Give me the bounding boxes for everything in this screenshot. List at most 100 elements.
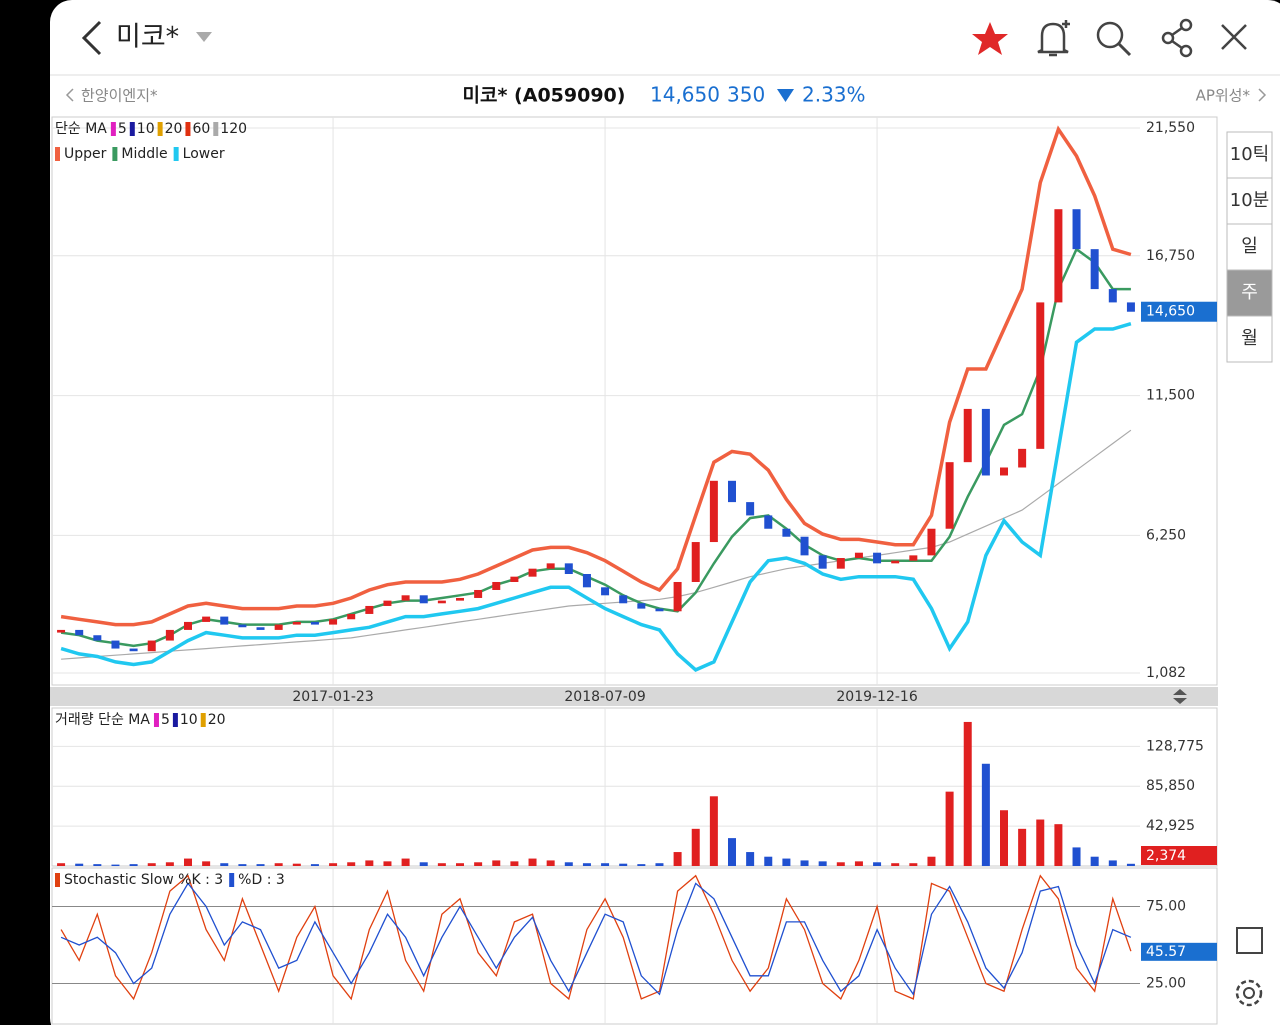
legend-swatch	[185, 122, 191, 136]
candle	[818, 555, 827, 569]
period-button[interactable]	[1226, 315, 1273, 363]
candle	[1000, 467, 1008, 476]
band-line	[60, 322, 1132, 672]
prev-stock[interactable]: 한양이엔지*	[81, 87, 158, 105]
stock-title: 미코*	[116, 22, 179, 53]
candle	[546, 563, 555, 569]
candle	[220, 616, 229, 625]
volume-bar	[655, 863, 664, 866]
candle	[582, 574, 591, 588]
candle	[528, 568, 537, 577]
next-chevron[interactable]	[1258, 88, 1267, 102]
volume-bar	[782, 858, 791, 866]
volume-bar	[601, 863, 610, 866]
share-icon[interactable]	[1161, 18, 1193, 58]
legend-label: 거래량 단순 MA	[55, 712, 150, 728]
candle	[564, 563, 573, 575]
candle	[836, 558, 845, 569]
volume-bar	[981, 763, 990, 866]
settings-icon[interactable]	[1235, 979, 1263, 1007]
volume-bar	[419, 862, 428, 866]
volume-bar	[365, 860, 374, 866]
price: 14,650	[650, 83, 720, 107]
y-tick-label: 11,500	[1146, 388, 1195, 404]
candle	[274, 624, 283, 630]
volume-bar	[854, 861, 863, 866]
last-volume-label: 2,374	[1146, 848, 1186, 864]
volume-bar	[329, 863, 338, 866]
volume-bar	[220, 863, 229, 866]
legend-swatch	[110, 122, 116, 136]
volume-bar	[746, 852, 755, 866]
last-volume-box	[1141, 846, 1217, 865]
legend-item: 5	[161, 712, 170, 728]
y-tick-label: 16,750	[1146, 248, 1195, 264]
volume-bar	[1072, 847, 1081, 866]
last-price-box	[1141, 301, 1217, 322]
period-button[interactable]	[1226, 269, 1273, 317]
stock-name: 미코* (A059090)	[463, 85, 626, 107]
legend-swatch	[200, 713, 206, 727]
x-tick-label: 2019-12-16	[836, 689, 917, 705]
candle	[1018, 448, 1027, 468]
volume-bar	[963, 721, 972, 866]
period-button[interactable]	[1226, 177, 1273, 225]
candle	[347, 613, 356, 620]
candle	[1108, 289, 1117, 303]
search-icon[interactable]	[1096, 21, 1124, 49]
period-label: 주	[1241, 282, 1258, 303]
candle	[401, 595, 410, 601]
legend-swatch	[55, 147, 60, 161]
candle	[474, 589, 483, 598]
candle	[854, 552, 863, 559]
candle	[909, 555, 918, 561]
prev-chevron[interactable]	[65, 88, 74, 102]
volume-bar	[728, 838, 736, 866]
candle	[963, 408, 972, 463]
close-icon[interactable]	[1221, 24, 1247, 50]
volume-bar	[764, 856, 773, 866]
volume-bar	[75, 863, 84, 866]
candle	[437, 600, 446, 604]
legend-swatch	[112, 147, 118, 161]
legend-swatch	[157, 122, 163, 136]
candle	[873, 552, 882, 564]
legend-swatch	[213, 122, 219, 136]
volume-bar	[873, 862, 882, 866]
dropdown[interactable]	[196, 32, 212, 42]
candle	[728, 480, 736, 503]
period-button[interactable]	[1226, 131, 1273, 179]
volume-bar	[93, 864, 102, 866]
next-stock[interactable]: AP위성*	[1196, 87, 1251, 105]
fullscreen-icon[interactable]	[1236, 927, 1263, 954]
volume-bar	[582, 863, 591, 866]
volume-bar	[619, 863, 628, 866]
volume-bar	[818, 861, 827, 866]
candle	[709, 480, 718, 543]
resize-handle[interactable]	[1173, 689, 1187, 704]
change: 350	[727, 83, 765, 107]
alert-icon[interactable]	[1037, 22, 1069, 57]
volume-bar	[437, 863, 446, 866]
alert-plus	[1062, 20, 1070, 28]
y-tick-label: 25.00	[1146, 976, 1186, 992]
volume-bar	[1108, 860, 1117, 866]
volume-bar	[1090, 856, 1099, 866]
candle	[419, 595, 428, 604]
legend-item: 60	[192, 121, 210, 137]
volume-bar	[909, 863, 918, 866]
candle	[764, 515, 773, 529]
back-button[interactable]	[81, 20, 102, 56]
last-stoch-label: 45.57	[1146, 944, 1186, 960]
legend-swatch	[229, 873, 235, 887]
candle	[945, 462, 954, 529]
candle	[184, 621, 192, 630]
candle	[111, 640, 120, 649]
candle	[365, 605, 374, 614]
legend-item: 10	[180, 712, 198, 728]
volume-bar	[456, 863, 464, 866]
favorite-icon[interactable]	[972, 22, 1008, 55]
legend-item: %D : 3	[238, 872, 285, 888]
stoch-line	[60, 882, 1132, 996]
